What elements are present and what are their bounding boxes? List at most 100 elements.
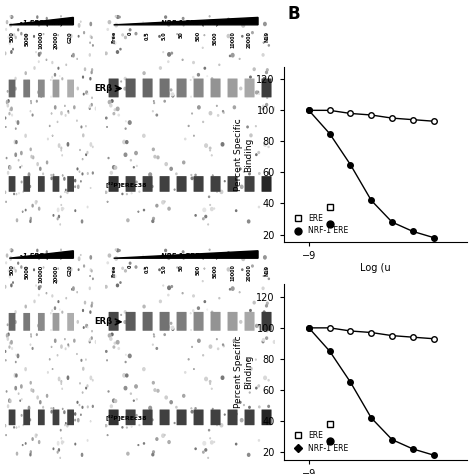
Circle shape [124, 77, 126, 80]
Circle shape [122, 267, 123, 269]
Circle shape [10, 249, 11, 250]
FancyBboxPatch shape [53, 176, 59, 192]
Circle shape [55, 339, 56, 342]
Circle shape [205, 377, 208, 381]
Circle shape [7, 254, 8, 257]
Circle shape [116, 107, 119, 110]
Circle shape [115, 257, 118, 260]
FancyBboxPatch shape [245, 312, 255, 331]
Circle shape [195, 215, 196, 216]
Circle shape [129, 262, 131, 264]
Circle shape [47, 372, 48, 373]
Circle shape [71, 252, 72, 254]
FancyBboxPatch shape [38, 176, 45, 192]
Circle shape [107, 262, 109, 264]
Circle shape [91, 104, 92, 106]
FancyBboxPatch shape [245, 79, 255, 97]
Text: [³²P]EREc38: [³²P]EREc38 [105, 414, 146, 420]
Circle shape [65, 115, 66, 116]
FancyBboxPatch shape [9, 410, 16, 425]
Circle shape [192, 310, 194, 311]
Circle shape [82, 406, 83, 408]
Circle shape [40, 326, 42, 329]
Y-axis label: Percent Specific
Binding: Percent Specific Binding [234, 118, 254, 191]
Circle shape [57, 442, 59, 445]
Circle shape [265, 305, 267, 307]
Circle shape [122, 34, 123, 36]
Circle shape [32, 347, 33, 349]
FancyBboxPatch shape [262, 79, 272, 97]
Circle shape [193, 62, 194, 64]
Circle shape [162, 434, 164, 438]
Circle shape [92, 45, 93, 46]
Circle shape [148, 319, 150, 321]
Circle shape [17, 219, 18, 222]
Circle shape [40, 286, 41, 287]
Circle shape [235, 419, 237, 421]
Circle shape [143, 134, 145, 137]
Circle shape [21, 385, 22, 388]
Circle shape [246, 414, 247, 415]
Circle shape [183, 25, 184, 26]
Circle shape [218, 115, 219, 116]
Circle shape [220, 191, 223, 193]
Circle shape [168, 326, 170, 328]
Circle shape [231, 287, 234, 290]
Circle shape [31, 155, 32, 158]
Circle shape [92, 405, 93, 407]
Circle shape [198, 307, 200, 310]
Circle shape [33, 390, 34, 392]
Circle shape [15, 270, 16, 272]
Circle shape [266, 104, 267, 106]
Circle shape [258, 206, 259, 208]
Circle shape [95, 341, 97, 343]
Text: ERβ: ERβ [94, 318, 112, 327]
Circle shape [9, 399, 10, 402]
Circle shape [117, 16, 119, 18]
Circle shape [218, 189, 219, 191]
Circle shape [75, 443, 76, 445]
Circle shape [61, 381, 62, 383]
Circle shape [110, 104, 112, 107]
Circle shape [105, 191, 107, 193]
Polygon shape [114, 18, 258, 25]
Circle shape [84, 301, 85, 304]
Circle shape [130, 160, 131, 161]
FancyBboxPatch shape [53, 80, 59, 97]
FancyBboxPatch shape [23, 313, 30, 331]
Circle shape [15, 153, 17, 156]
Circle shape [253, 301, 255, 304]
Circle shape [273, 107, 275, 110]
Circle shape [28, 406, 30, 410]
Circle shape [233, 106, 236, 109]
Circle shape [123, 140, 126, 144]
Circle shape [10, 16, 11, 17]
Circle shape [91, 305, 92, 307]
Circle shape [43, 407, 44, 408]
Circle shape [90, 78, 91, 80]
Circle shape [258, 152, 260, 154]
Circle shape [255, 91, 258, 94]
Circle shape [7, 104, 9, 107]
FancyBboxPatch shape [160, 410, 170, 425]
Circle shape [11, 51, 12, 53]
Circle shape [18, 160, 19, 161]
Circle shape [105, 285, 107, 288]
Text: 0: 0 [128, 264, 133, 268]
Circle shape [32, 204, 33, 207]
Circle shape [54, 185, 55, 189]
Circle shape [249, 392, 250, 393]
Circle shape [74, 339, 75, 342]
Circle shape [9, 42, 10, 45]
Circle shape [106, 117, 107, 119]
Circle shape [171, 52, 173, 54]
Circle shape [193, 295, 194, 297]
Circle shape [40, 401, 41, 404]
Circle shape [117, 249, 119, 252]
Circle shape [15, 77, 16, 80]
FancyBboxPatch shape [176, 79, 187, 97]
Circle shape [38, 286, 40, 290]
Circle shape [138, 445, 139, 446]
Circle shape [115, 23, 118, 27]
Circle shape [87, 406, 88, 408]
